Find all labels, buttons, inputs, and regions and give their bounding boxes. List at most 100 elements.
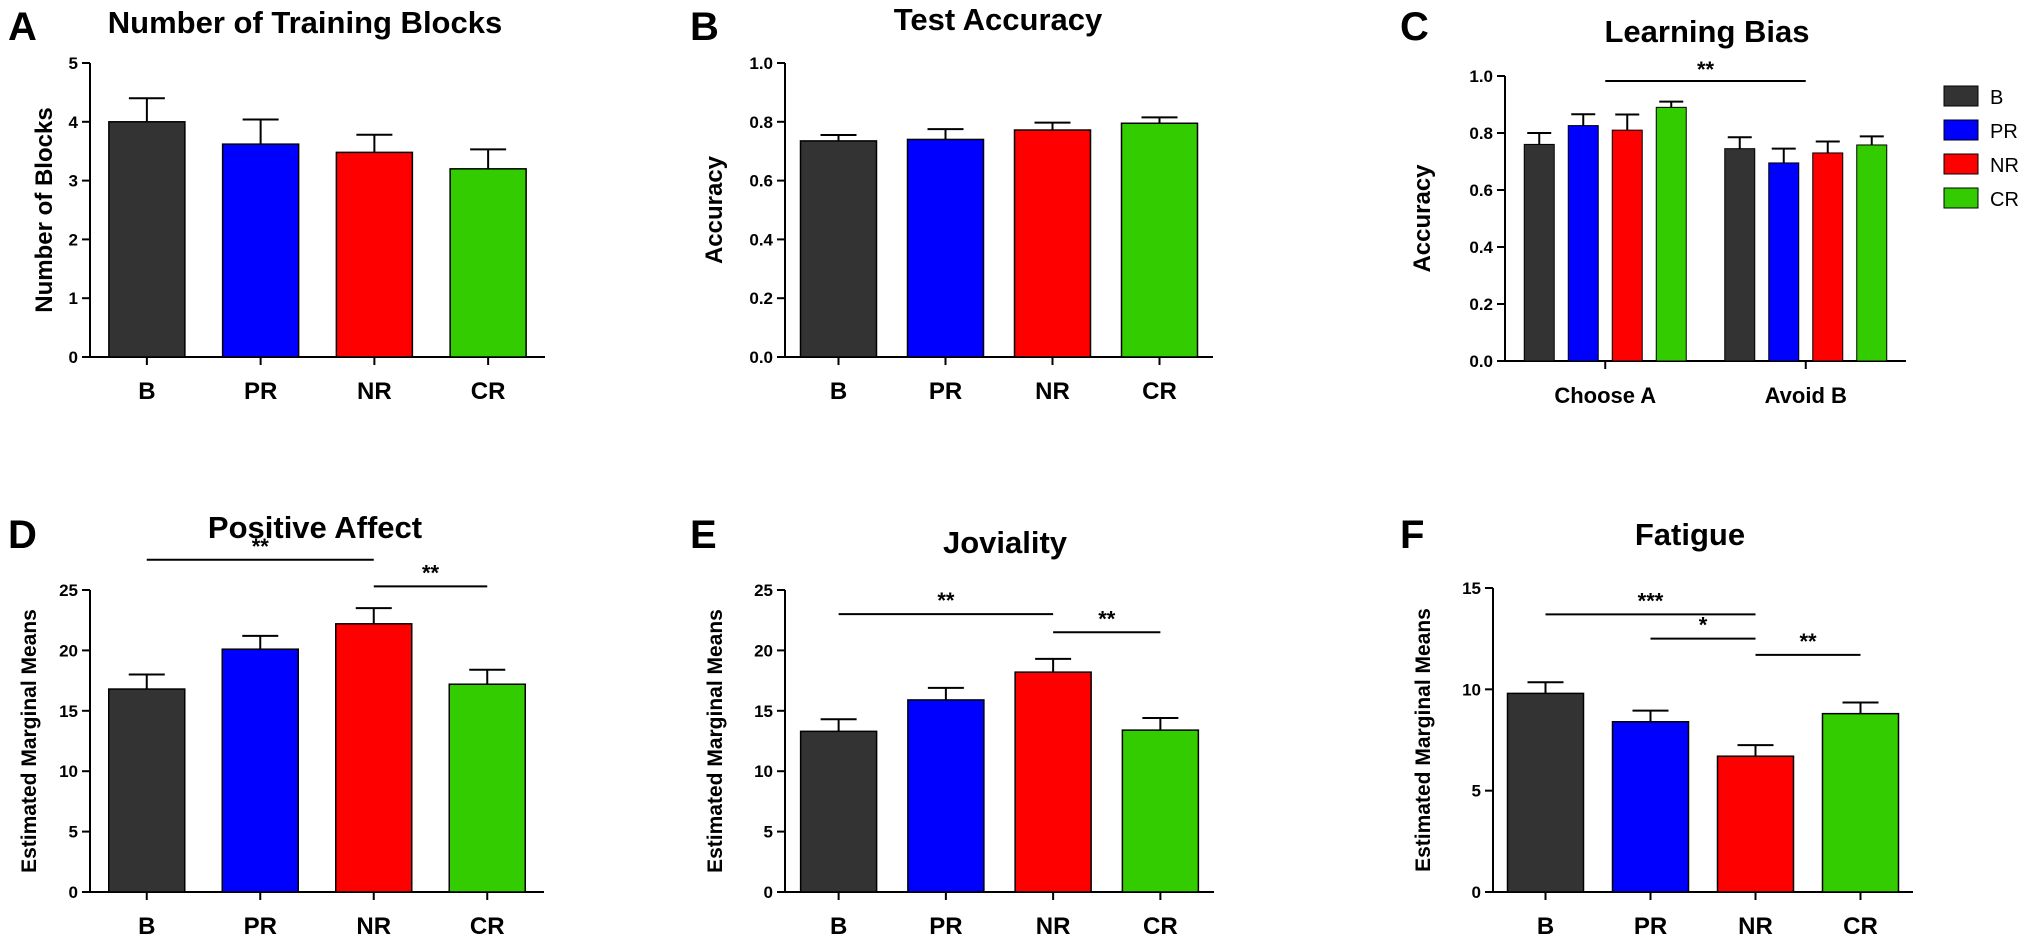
bar-b [799, 730, 878, 893]
x-tick-label: Choose A [1554, 383, 1656, 408]
x-tick-label: B [138, 378, 155, 405]
y-tick-label: 0 [764, 883, 773, 902]
bar-b-avoid-b [1724, 148, 1756, 362]
significance-label: ** [1799, 629, 1817, 654]
significance-label: ** [252, 534, 270, 559]
legend-label-nr: NR [1990, 155, 2019, 177]
bar-nr [1014, 671, 1092, 893]
y-tick-label: 0 [69, 348, 78, 367]
legend: B PR NR CR [1943, 85, 2019, 211]
y-tick-label: 5 [1472, 782, 1481, 801]
bar-b [108, 688, 186, 893]
bar-b [799, 140, 878, 358]
chart-title: Test Accuracy [894, 2, 1103, 37]
bar-nr-choose-a [1611, 129, 1643, 362]
x-tick-label: PR [244, 913, 277, 940]
significance-label: ** [937, 588, 955, 613]
y-tick-label: 4 [69, 113, 79, 132]
x-tick-label: CR [1142, 378, 1177, 405]
y-tick-label: 1.0 [1469, 67, 1493, 86]
y-tick-label: 15 [59, 702, 78, 721]
bar-nr [1716, 755, 1795, 893]
y-tick-label: 15 [1462, 579, 1481, 598]
bar-pr [221, 143, 300, 358]
bar-nr [335, 151, 414, 358]
y-tick-label: 5 [69, 823, 78, 842]
y-tick-label: 0.2 [1469, 295, 1493, 314]
y-tick-label: 3 [69, 172, 78, 191]
x-tick-label: NR [1035, 378, 1070, 405]
significance-label: *** [1638, 588, 1664, 613]
y-axis-label: Accuracy [1409, 164, 1436, 273]
bar-pr [907, 699, 985, 893]
y-tick-label: 0.8 [749, 113, 773, 132]
y-tick-label: 0.4 [749, 230, 773, 249]
x-tick-label: PR [244, 378, 277, 405]
bar-b-choose-a [1523, 143, 1555, 362]
y-tick-label: 2 [69, 230, 78, 249]
y-tick-label: 0.6 [749, 172, 773, 191]
y-axis-label: Estimated Marginal Means [18, 609, 41, 873]
bar-cr [448, 683, 526, 893]
x-tick-label: NR [1036, 913, 1071, 940]
bar-pr [1611, 721, 1690, 893]
bar-cr [1121, 729, 1200, 893]
x-tick-label: B [830, 913, 847, 940]
x-tick-label: CR [1843, 913, 1878, 940]
panel-c: C Learning Bias Accuracy 0.0 0.2 0.4 0.6 0.8 1.0… [1400, 5, 2019, 408]
y-axis-label: Number of Blocks [31, 107, 58, 312]
chart-title: Positive Affect [208, 510, 422, 545]
x-tick-label: B [1537, 913, 1554, 940]
y-tick-label: 20 [59, 641, 78, 660]
significance-label: ** [1098, 606, 1116, 631]
y-tick-label: 25 [59, 581, 78, 600]
panel-a: A Number of Training Blocks Number of Bloc… [8, 5, 545, 405]
y-tick-label: 10 [754, 762, 773, 781]
panel-letter: D [8, 513, 37, 557]
y-tick-label: 10 [59, 762, 78, 781]
bar-pr-avoid-b [1768, 162, 1800, 362]
bar-nr [335, 623, 413, 893]
legend-swatch-nr [1943, 153, 1979, 175]
panel-e: E Joviality Estimated Marginal Means 0 5 10 15… [690, 513, 1214, 940]
panel-d: D Positive Affect Estimated Marginal Means… [8, 510, 544, 940]
panel-letter: F [1400, 513, 1424, 557]
bar-nr [1013, 129, 1092, 358]
x-tick-label: CR [471, 378, 506, 405]
significance-label: ** [1697, 57, 1715, 82]
y-tick-label: 0.0 [749, 348, 773, 367]
bar-cr [449, 168, 527, 358]
panel-letter: A [8, 5, 37, 49]
bar-cr [1821, 712, 1900, 893]
y-axis-label: Accuracy [701, 155, 728, 264]
x-tick-label: CR [470, 913, 505, 940]
legend-label-cr: CR [1990, 189, 2019, 211]
x-tick-label: Avoid B [1765, 383, 1847, 408]
panel-b: B Test Accuracy Accuracy 0.0 0.2 0.4 0.6 0.8 1.0… [690, 2, 1213, 405]
panel-letter: E [690, 513, 717, 557]
x-tick-label: B [138, 913, 155, 940]
y-tick-label: 0.8 [1469, 124, 1493, 143]
y-tick-label: 10 [1462, 680, 1481, 699]
bar-cr [1120, 122, 1199, 358]
y-tick-label: 0.6 [1469, 181, 1493, 200]
x-tick-label: PR [929, 913, 962, 940]
bar-cr-avoid-b [1856, 144, 1888, 362]
panel-f: F Fatigue Estimated Marginal Means 0 5 10 15 B P… [1400, 513, 1913, 940]
chart-title: Number of Training Blocks [108, 5, 502, 40]
bar-nr-avoid-b [1812, 152, 1844, 362]
panel-letter: B [690, 5, 719, 49]
y-tick-label: 1 [69, 289, 78, 308]
y-tick-label: 0 [69, 883, 78, 902]
x-tick-label: PR [1634, 913, 1667, 940]
legend-label-b: B [1990, 87, 2003, 109]
bar-b [108, 121, 186, 358]
x-tick-label: PR [929, 378, 962, 405]
bar-cr-choose-a [1655, 106, 1687, 362]
bar-pr [221, 648, 299, 893]
y-tick-label: 20 [754, 641, 773, 660]
x-tick-label: CR [1143, 913, 1178, 940]
chart-title: Learning Bias [1605, 14, 1810, 49]
y-tick-label: 0.2 [749, 289, 773, 308]
y-tick-label: 1.0 [749, 54, 773, 73]
